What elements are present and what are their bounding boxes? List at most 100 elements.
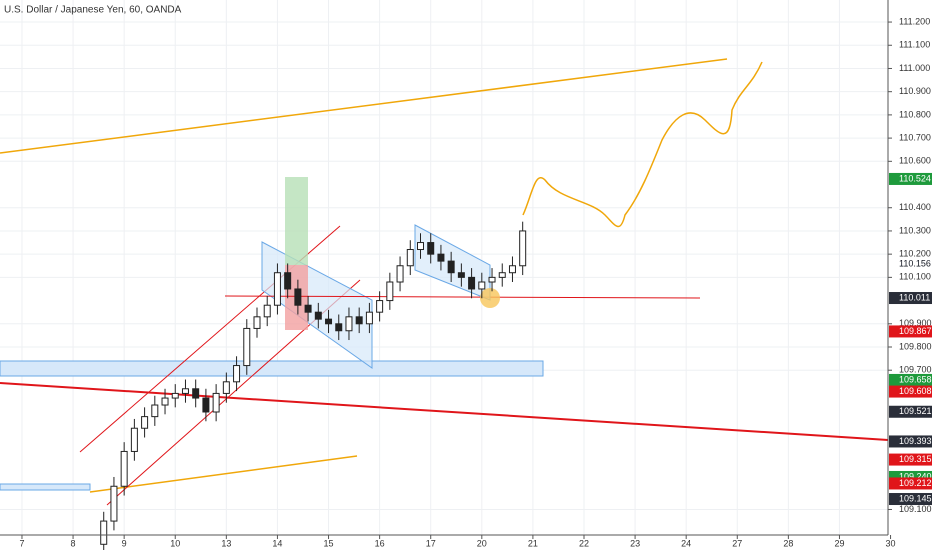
candle-body <box>263 304 271 318</box>
price-tag-label: 109.658 <box>899 374 932 384</box>
candle-body <box>508 265 516 274</box>
price-tag <box>889 453 932 466</box>
candle-body <box>100 520 108 545</box>
y-tick-label: 109.900 <box>899 318 932 328</box>
price-tag-label: 110.524 <box>899 173 931 183</box>
x-tick-label: 29 <box>834 538 844 548</box>
y-tick-label: 111.000 <box>899 63 930 73</box>
candle-body <box>406 249 414 267</box>
price-tag-label: 109.240 <box>899 471 932 481</box>
price-tag <box>889 385 932 398</box>
x-tick-label: 13 <box>221 538 231 548</box>
price-tag <box>889 373 932 386</box>
candles <box>100 221 527 550</box>
price-tag <box>889 325 932 338</box>
y-tick-label: 110.600 <box>899 156 931 166</box>
x-tick-label: 16 <box>375 538 385 548</box>
candle-body <box>519 230 527 267</box>
level-line <box>224 295 701 299</box>
y-tick-label: 109.700 <box>899 365 932 375</box>
candle-body <box>202 397 210 413</box>
price-tag-label: 109.315 <box>899 454 932 464</box>
y-tick-label: 110.800 <box>899 109 931 119</box>
y-tick-label: 110.400 <box>899 202 931 212</box>
x-tick-label: 27 <box>732 538 742 548</box>
price-tag-label: 109.608 <box>899 386 932 396</box>
candle-body <box>181 388 189 394</box>
price-tag-label: 110.011 <box>899 292 930 302</box>
candle-body <box>365 311 373 325</box>
candle-body <box>284 272 292 290</box>
y-tick-label: 110.100 <box>899 272 931 282</box>
y-tick-label: 110.300 <box>899 225 931 235</box>
candle-body <box>243 327 251 367</box>
x-tick-label: 23 <box>630 538 640 548</box>
candle-body <box>222 381 230 394</box>
candle-body <box>488 276 496 283</box>
x-tick-label: 14 <box>272 538 282 548</box>
y-tick-label: 110.900 <box>899 86 931 96</box>
price-tag <box>889 435 932 448</box>
price-tag-label: 109.212 <box>899 478 932 488</box>
candle-body <box>212 392 220 413</box>
price-tag <box>889 493 932 506</box>
x-tick-label: 10 <box>170 538 180 548</box>
x-tick-label: 17 <box>426 538 436 548</box>
candle-body <box>294 288 302 306</box>
x-tick-label: 21 <box>528 538 538 548</box>
candle-body <box>335 323 343 332</box>
candle-body <box>314 311 322 320</box>
candle-body <box>233 365 241 383</box>
x-tick-label: 24 <box>681 538 691 548</box>
candle-body <box>253 316 261 329</box>
x-tick-label: 22 <box>579 538 589 548</box>
zone-box <box>0 483 91 491</box>
x-tick-label: 8 <box>71 538 76 548</box>
projection-path <box>522 61 763 228</box>
candle-body <box>345 316 353 332</box>
candle-body <box>468 276 476 290</box>
candle-body <box>416 242 424 251</box>
candle-body <box>437 253 445 262</box>
trend-line <box>89 455 358 493</box>
price-tag-label: 109.145 <box>899 493 932 503</box>
candle-body <box>130 427 138 452</box>
target-zone <box>285 177 308 265</box>
x-tick-label: 15 <box>324 538 334 548</box>
x-tick-label: 9 <box>122 538 127 548</box>
x-tick-label: 20 <box>477 538 487 548</box>
x-tick-label: 28 <box>783 538 793 548</box>
candle-body <box>396 265 404 283</box>
candle-body <box>192 388 200 399</box>
price-tag <box>889 258 932 271</box>
candle-body <box>355 316 363 325</box>
price-tag <box>889 477 932 490</box>
candle-body <box>325 318 333 325</box>
axes: 109.100 109.700 109.800 109.900 110.100 110.2… <box>19 16 932 548</box>
candle-body <box>478 281 486 290</box>
candle-body <box>171 392 179 399</box>
y-tick-label: 111.100 <box>899 40 930 50</box>
candle-body <box>110 485 118 522</box>
candle-body <box>427 242 435 255</box>
y-tick-label: 109.800 <box>899 341 932 351</box>
trend-line <box>0 58 728 154</box>
price-tag-label: 109.393 <box>899 436 932 446</box>
price-tag-label: 110.156 <box>899 259 931 269</box>
y-tick-label: 111.200 <box>899 16 930 26</box>
x-tick-label: 7 <box>19 538 24 548</box>
x-tick-label: 30 <box>886 538 896 548</box>
candle-body <box>498 272 506 278</box>
candle-body <box>141 416 149 429</box>
highlight <box>480 288 500 308</box>
price-tag-label: 109.521 <box>899 406 932 416</box>
candle-body <box>151 404 159 418</box>
candle-body <box>273 272 281 306</box>
candle-body <box>376 300 384 313</box>
price-tag <box>889 405 932 418</box>
candle-body <box>120 450 128 487</box>
candle-body <box>304 304 312 313</box>
candle-body <box>386 281 394 302</box>
y-tick-label: 110.700 <box>899 132 931 142</box>
